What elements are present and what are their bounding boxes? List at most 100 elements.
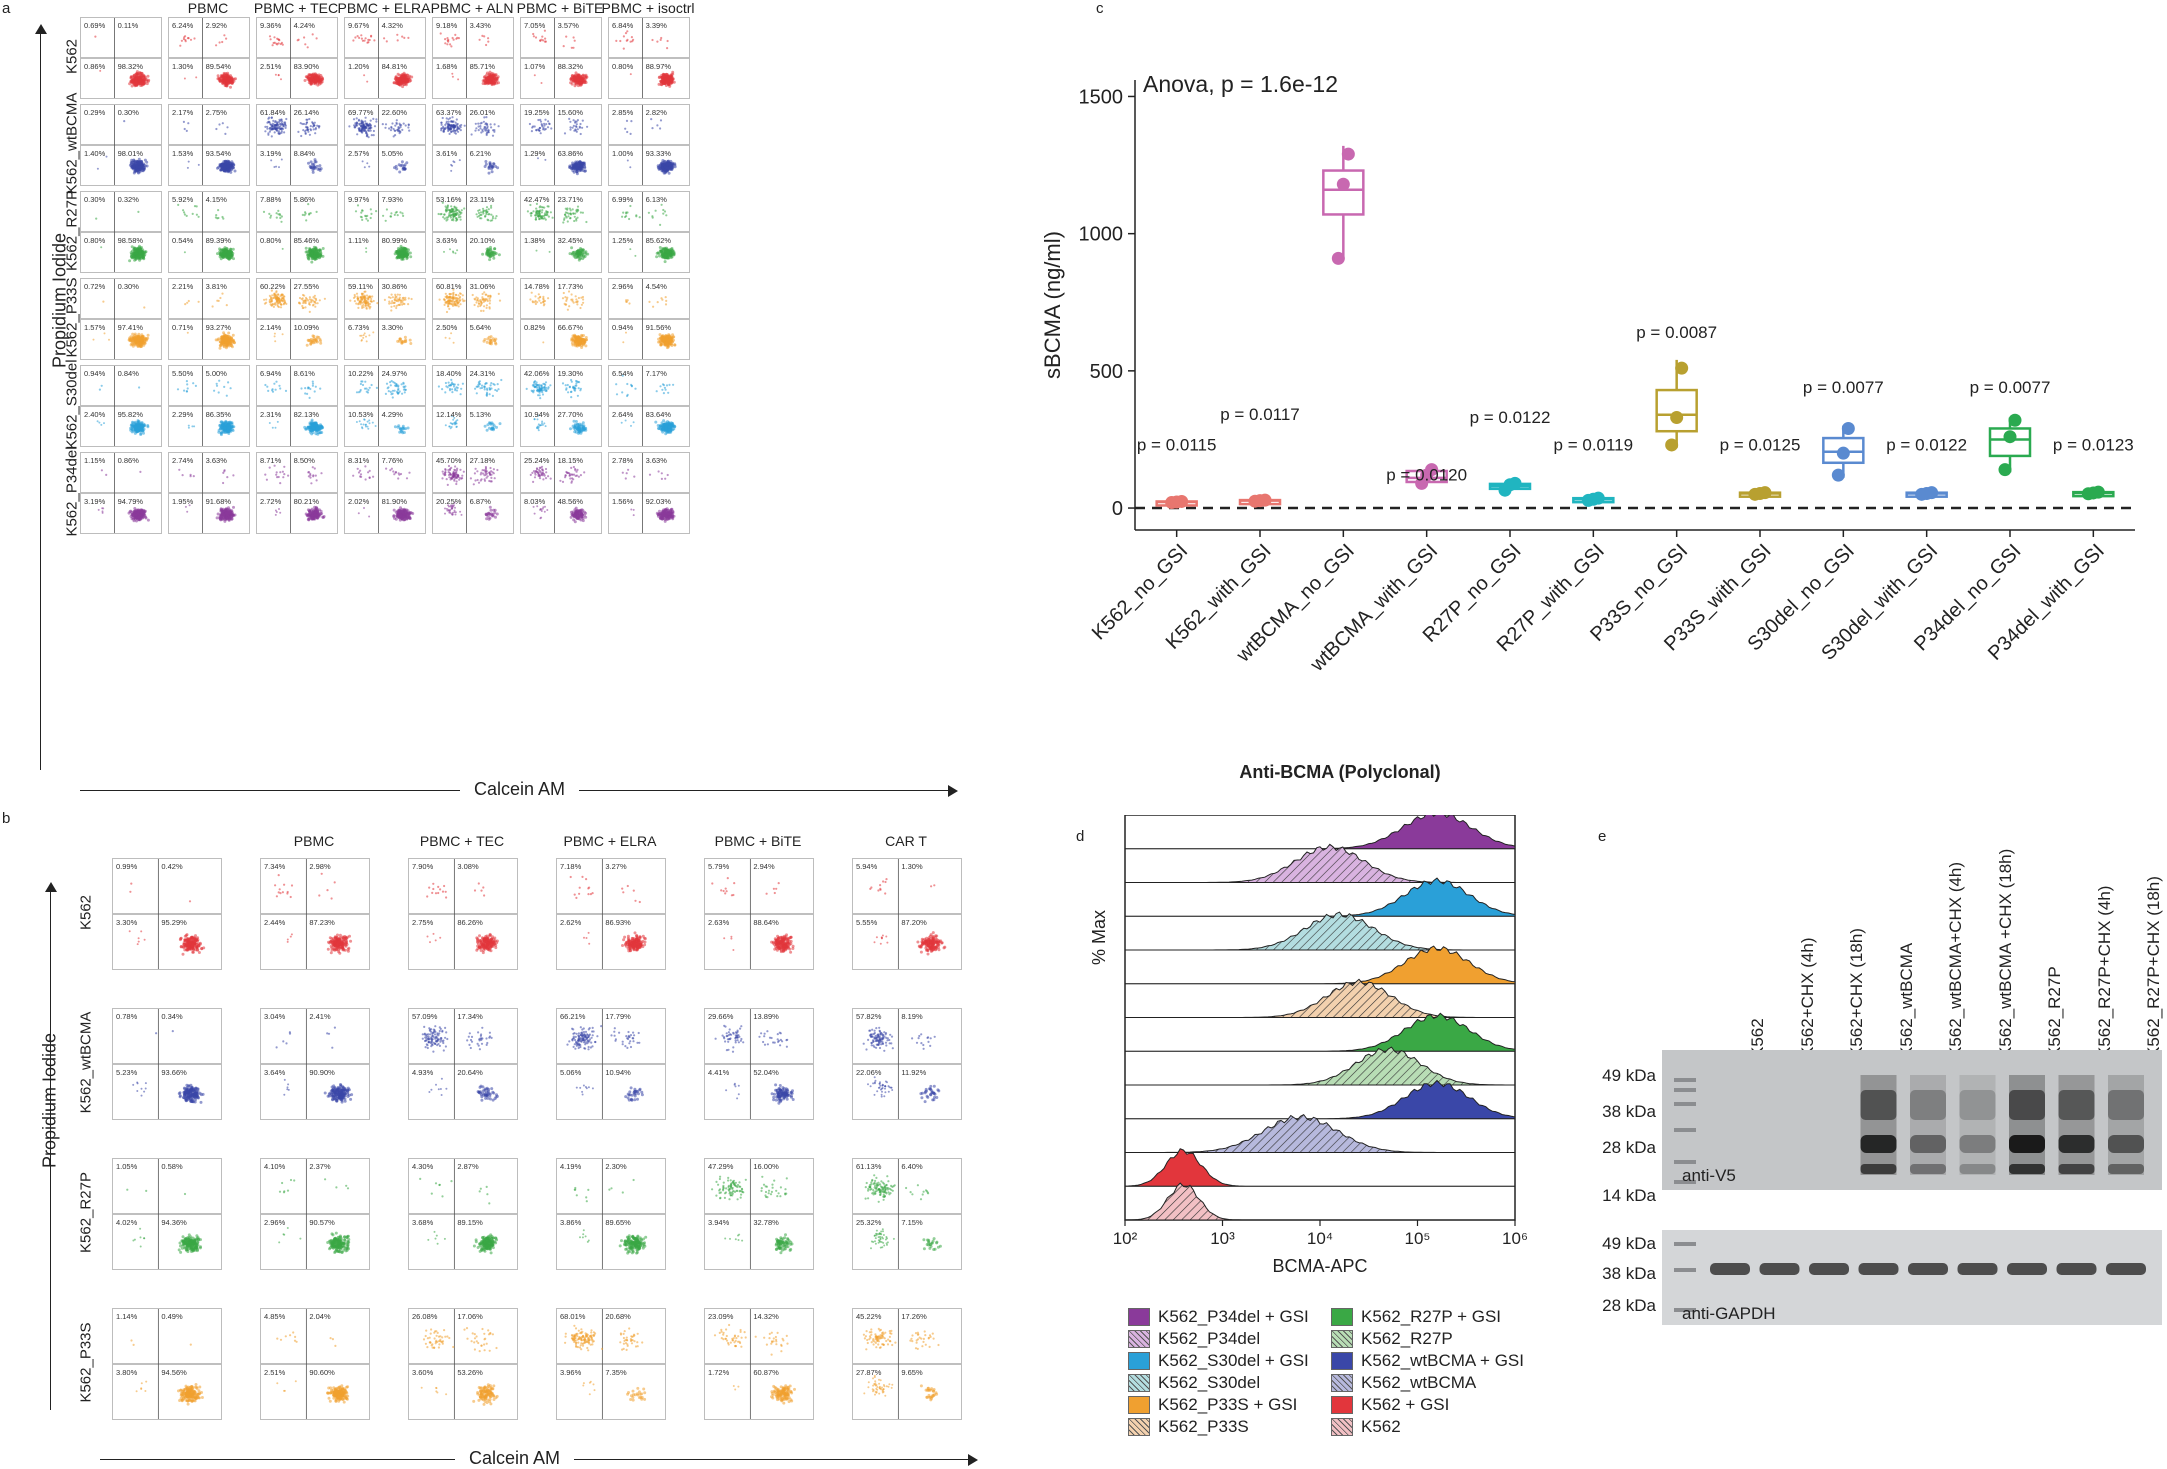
- pct-lr: 98.32%: [118, 62, 144, 71]
- event-dot: [533, 35, 535, 37]
- event-dot: [225, 38, 227, 40]
- pct-ul: 60.81%: [436, 282, 462, 291]
- event-dot: [188, 300, 190, 302]
- event-dot: [619, 40, 621, 42]
- event-dot: [665, 214, 667, 216]
- event-dot: [368, 334, 370, 336]
- event-dot: [316, 81, 319, 84]
- event-dot: [625, 211, 627, 213]
- pct-ur: 5.86%: [294, 195, 316, 204]
- event-dot: [220, 248, 223, 251]
- event-dot: [403, 123, 405, 125]
- event-dot: [458, 305, 460, 307]
- event-dot: [314, 160, 317, 163]
- event-dot: [357, 204, 359, 206]
- event-dot: [582, 212, 584, 214]
- event-dot: [358, 302, 360, 304]
- event-dot: [394, 299, 396, 301]
- event-dot: [449, 337, 451, 339]
- event-dot: [578, 254, 581, 257]
- flow-plot-a-svg: 6.24%2.92%1.30%89.54%: [169, 18, 249, 98]
- pct-ll: 1.20%: [348, 62, 370, 71]
- event-dot: [488, 258, 491, 261]
- event-dot: [480, 211, 482, 213]
- pct-ur: 2.92%: [206, 21, 228, 30]
- pct-lr: 88.32%: [558, 62, 584, 71]
- event-dot: [145, 339, 148, 342]
- event-dot: [472, 294, 474, 296]
- pct-ur: 23.71%: [558, 195, 584, 204]
- event-dot: [143, 306, 145, 308]
- event-dot: [485, 122, 487, 124]
- event-dot: [532, 210, 534, 212]
- flow-plot-a-svg: 53.16%23.11%3.63%20.10%: [433, 192, 513, 272]
- event-dot: [488, 172, 491, 175]
- event-dot: [459, 216, 461, 218]
- event-dot: [452, 296, 454, 298]
- event-dot: [375, 121, 377, 123]
- event-dot: [370, 35, 372, 37]
- event-dot: [275, 291, 277, 293]
- event-dot: [486, 304, 488, 306]
- event-dot: [625, 215, 627, 217]
- event-dot: [273, 42, 275, 44]
- event-dot: [362, 304, 364, 306]
- event-dot: [128, 338, 131, 341]
- event-dot: [439, 299, 441, 301]
- pct-ll: 1.40%: [84, 149, 106, 158]
- event-dot: [581, 127, 583, 129]
- event-dot: [187, 167, 189, 169]
- events: [621, 204, 676, 263]
- event-dot: [187, 37, 189, 39]
- event-dot: [397, 300, 399, 302]
- event-dot: [375, 210, 377, 212]
- pct-lr: 93.33%: [646, 149, 672, 158]
- event-dot: [477, 216, 479, 218]
- event-dot: [393, 305, 395, 307]
- flow-plot-a-svg: 59.11%30.86%6.73%3.30%: [345, 279, 425, 359]
- event-dot: [276, 217, 278, 219]
- event-dot: [215, 128, 217, 130]
- event-dot: [445, 293, 447, 295]
- event-dot: [221, 293, 223, 295]
- event-dot: [373, 130, 375, 132]
- event-dot: [576, 211, 578, 213]
- event-dot: [458, 128, 460, 130]
- event-dot: [314, 132, 316, 134]
- event-dot: [659, 246, 662, 249]
- event-dot: [449, 128, 451, 130]
- event-dot: [394, 214, 396, 216]
- event-dot: [272, 120, 274, 122]
- event-dot: [184, 303, 186, 305]
- event-dot: [280, 78, 282, 80]
- flow-plot-a: 59.11%30.86%6.73%3.30%: [344, 278, 426, 360]
- event-dot: [664, 254, 667, 257]
- event-dot: [274, 335, 276, 337]
- event-dot: [541, 123, 543, 125]
- pct-ul: 2.17%: [172, 108, 194, 117]
- event-dot: [306, 119, 308, 121]
- flow-plot-a: 60.22%27.55%2.14%10.09%: [256, 278, 338, 360]
- event-dot: [480, 310, 482, 312]
- event-dot: [285, 118, 287, 120]
- event-dot: [401, 164, 404, 167]
- event-dot: [232, 257, 235, 260]
- event-dot: [352, 39, 354, 41]
- event-dot: [315, 76, 318, 79]
- event-dot: [446, 121, 448, 123]
- event-dot: [529, 204, 531, 206]
- event-dot: [451, 208, 453, 210]
- event-dot: [485, 163, 488, 166]
- event-dot: [539, 206, 541, 208]
- event-dot: [404, 336, 407, 339]
- event-dot: [142, 82, 145, 85]
- pct-ur: 26.14%: [294, 108, 320, 117]
- event-dot: [274, 340, 276, 342]
- event-dot: [455, 252, 457, 254]
- event-dot: [527, 210, 529, 212]
- events: [263, 203, 325, 264]
- pct-ul: 9.97%: [348, 195, 370, 204]
- event-dot: [573, 36, 575, 38]
- event-dot: [479, 125, 481, 127]
- event-dot: [460, 219, 462, 221]
